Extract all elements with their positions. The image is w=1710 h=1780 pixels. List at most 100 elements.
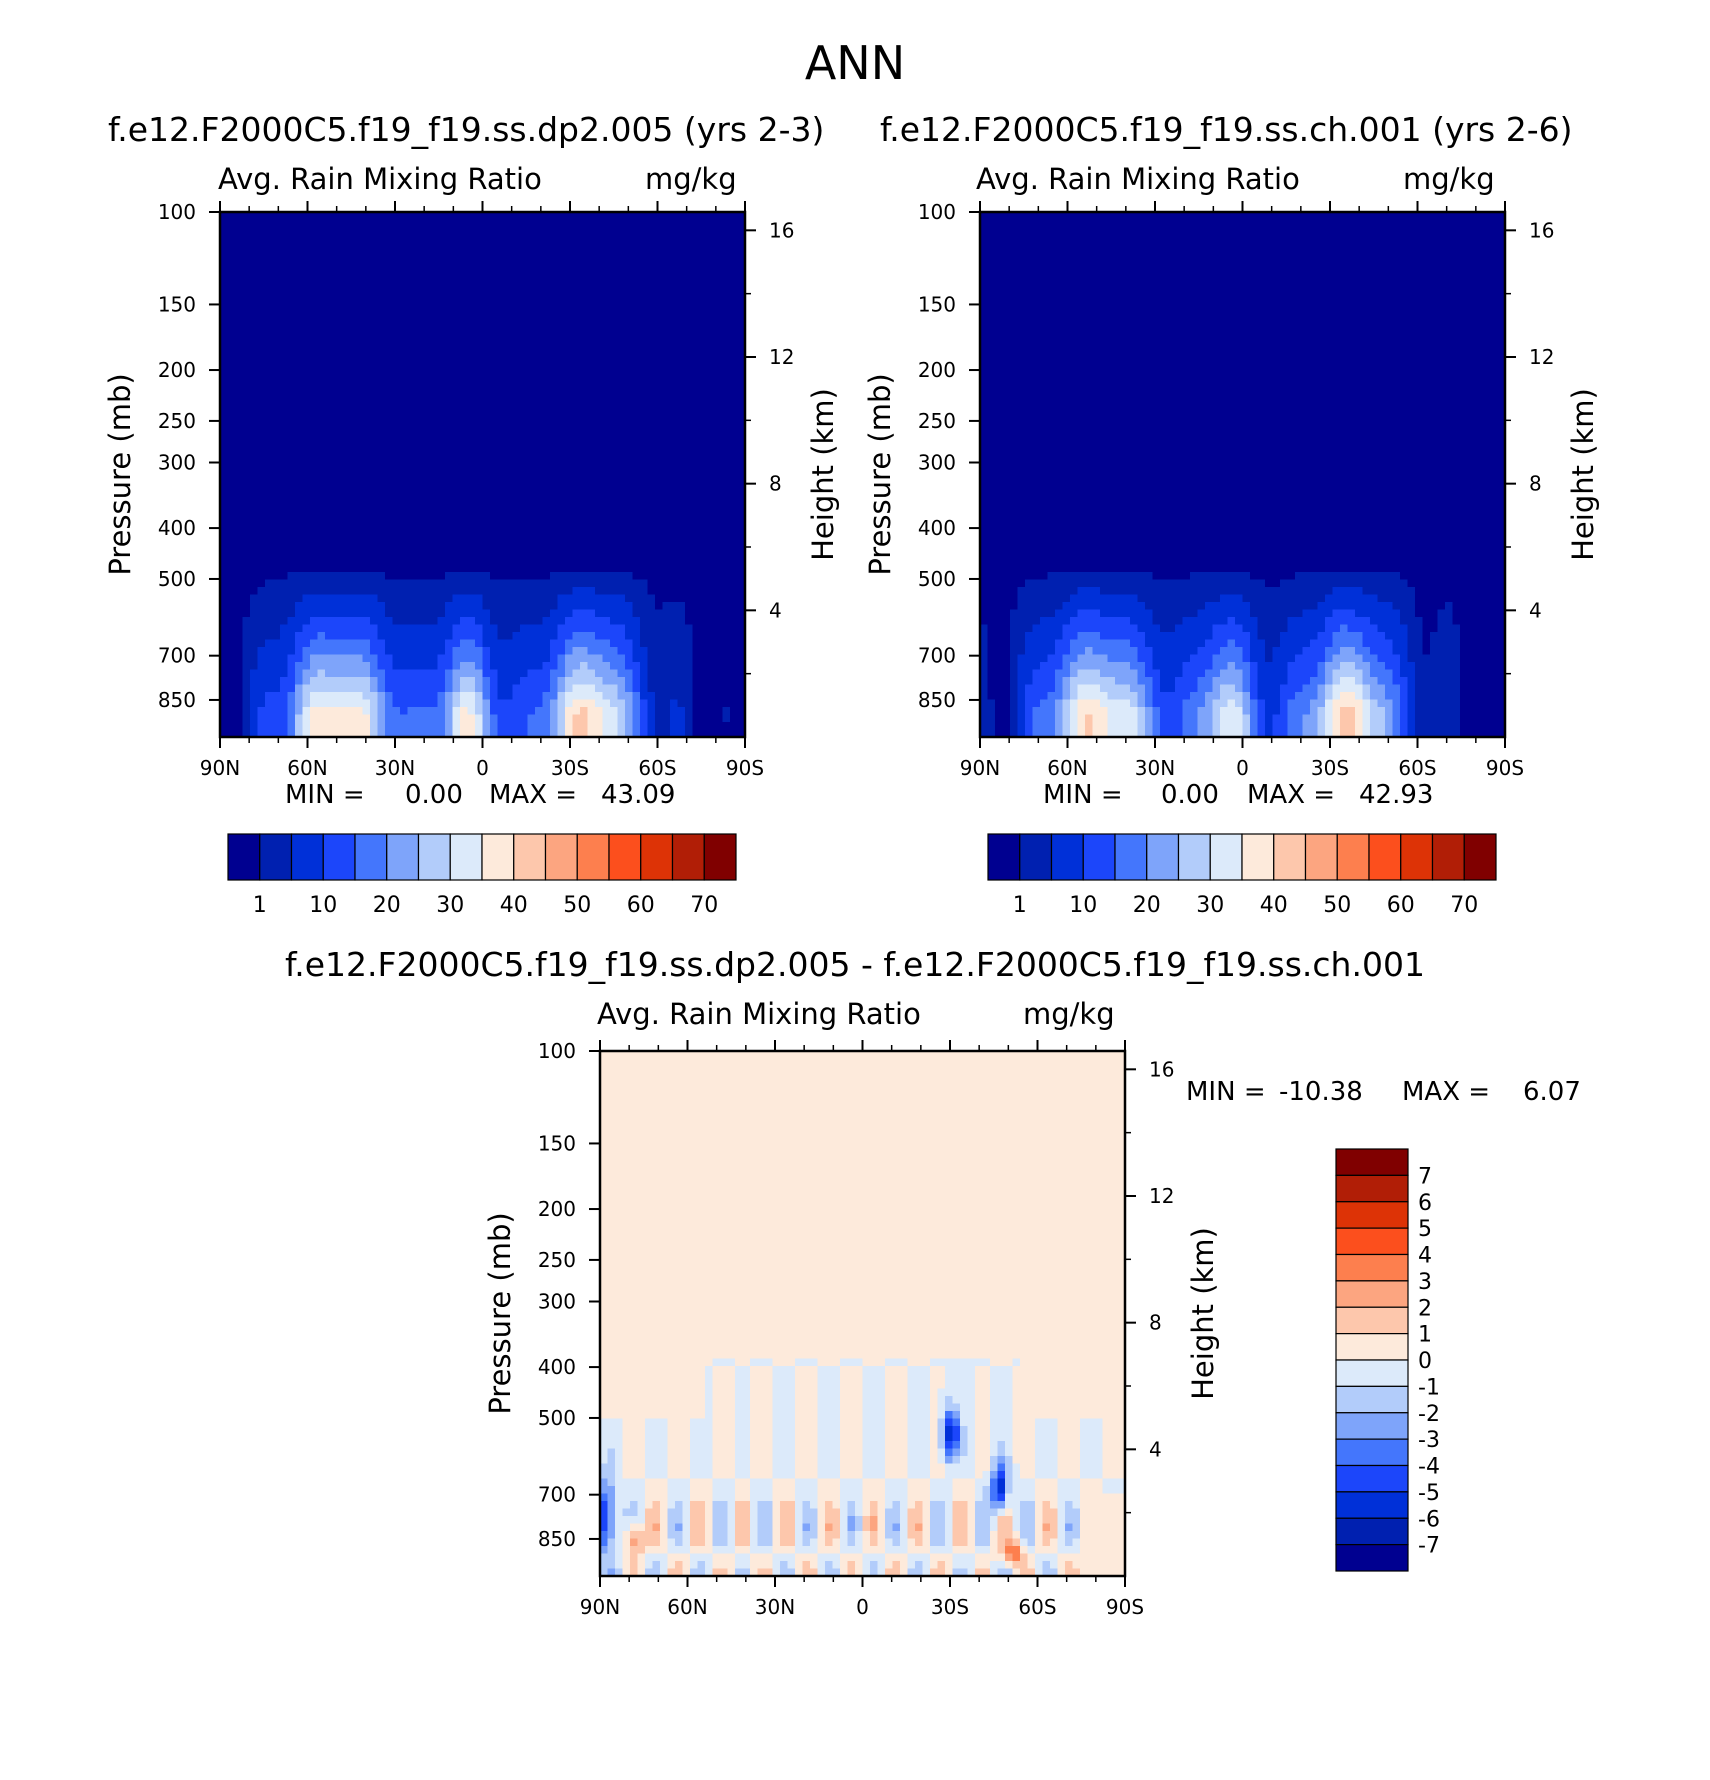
field-cell xyxy=(647,294,656,303)
field-cell xyxy=(257,234,266,243)
field-cell xyxy=(280,639,289,648)
field-cell xyxy=(640,377,649,386)
field-cell xyxy=(265,647,274,656)
field-cell xyxy=(250,519,259,528)
field-cell xyxy=(332,722,341,731)
field-cell xyxy=(497,407,506,416)
field-cell xyxy=(467,279,476,288)
field-cell xyxy=(235,227,244,236)
field-cell xyxy=(677,654,686,663)
field-cell xyxy=(535,729,544,738)
field-cell xyxy=(692,242,701,251)
field-cell xyxy=(640,212,649,221)
field-cell xyxy=(565,422,574,431)
field-cell xyxy=(557,264,566,273)
field-cell xyxy=(475,219,484,228)
field-cell xyxy=(287,482,296,491)
field-cell xyxy=(647,662,656,671)
field-cell xyxy=(707,654,716,663)
field-cell xyxy=(647,444,656,453)
field-cell xyxy=(557,534,566,543)
field-cell xyxy=(332,317,341,326)
field-cell xyxy=(640,647,649,656)
field-cell xyxy=(572,369,581,378)
field-cell xyxy=(355,234,364,243)
field-cell xyxy=(287,369,296,378)
field-cell xyxy=(527,414,536,423)
field-cell xyxy=(700,294,709,303)
field-cell xyxy=(497,684,506,693)
field-cell xyxy=(227,534,236,543)
field-cell xyxy=(377,714,386,723)
field-cell xyxy=(497,602,506,611)
field-cell xyxy=(287,542,296,551)
field-cell xyxy=(722,722,731,731)
field-cell xyxy=(722,272,731,281)
field-cell xyxy=(707,549,716,558)
field-cell xyxy=(602,662,611,671)
field-cell xyxy=(377,212,386,221)
field-cell xyxy=(482,347,491,356)
field-cell xyxy=(220,324,229,333)
field-cell xyxy=(227,579,236,588)
field-cell xyxy=(520,482,529,491)
field-cell xyxy=(242,722,251,731)
field-cell xyxy=(257,542,266,551)
field-cell xyxy=(242,384,251,393)
field-cell xyxy=(347,332,356,341)
field-cell xyxy=(220,219,229,228)
field-cell xyxy=(377,422,386,431)
field-cell xyxy=(542,309,551,318)
field-cell xyxy=(415,317,424,326)
field-cell xyxy=(355,452,364,461)
field-cell xyxy=(512,692,521,701)
field-cell xyxy=(730,444,739,453)
field-cell xyxy=(220,212,229,221)
field-cell xyxy=(700,534,709,543)
field-cell xyxy=(452,504,461,513)
field-cell xyxy=(565,242,574,251)
field-cell xyxy=(647,504,656,513)
field-cell xyxy=(295,467,304,476)
field-cell xyxy=(377,399,386,408)
field-cell xyxy=(722,677,731,686)
field-cell xyxy=(520,512,529,521)
field-cell xyxy=(430,722,439,731)
field-cell xyxy=(565,684,574,693)
field-cell xyxy=(602,654,611,663)
field-cell xyxy=(580,594,589,603)
field-cell xyxy=(422,669,431,678)
field-cell xyxy=(610,302,619,311)
field-cell xyxy=(467,272,476,281)
field-cell xyxy=(415,377,424,386)
field-cell xyxy=(655,414,664,423)
field-cell xyxy=(580,692,589,701)
field-cell xyxy=(265,212,274,221)
field-cell xyxy=(617,519,626,528)
field-cell xyxy=(535,422,544,431)
field-cell xyxy=(400,287,409,296)
field-cell xyxy=(497,422,506,431)
field-cell xyxy=(587,347,596,356)
field-cell xyxy=(670,557,679,566)
field-cell xyxy=(475,632,484,641)
field-cell xyxy=(347,662,356,671)
field-cell xyxy=(287,294,296,303)
field-cell xyxy=(505,362,514,371)
field-cell xyxy=(340,279,349,288)
field-cell xyxy=(280,707,289,716)
field-cell xyxy=(332,227,341,236)
field-cell xyxy=(595,302,604,311)
field-cell xyxy=(715,669,724,678)
field-cell xyxy=(475,257,484,266)
field-cell xyxy=(572,617,581,626)
field-cell xyxy=(632,684,641,693)
field-cell xyxy=(497,624,506,633)
field-cell xyxy=(542,677,551,686)
field-cell xyxy=(220,452,229,461)
field-cell xyxy=(257,617,266,626)
field-cell xyxy=(437,212,446,221)
field-cell xyxy=(437,354,446,363)
field-cell xyxy=(580,227,589,236)
field-cell xyxy=(295,602,304,611)
